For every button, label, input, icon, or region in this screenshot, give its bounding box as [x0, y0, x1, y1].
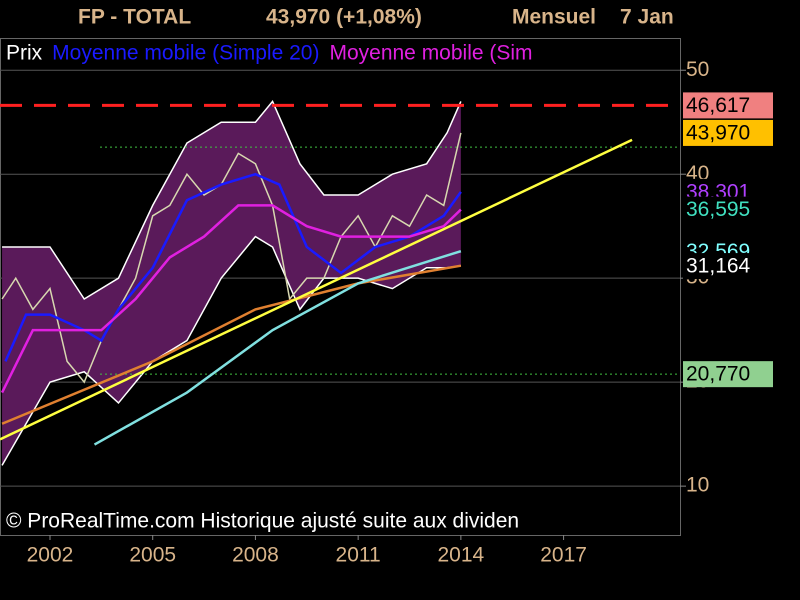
price-badge — [683, 119, 773, 146]
y-tick-label: 10 — [686, 474, 709, 497]
x-tick-label: 2005 — [129, 544, 176, 567]
series-line — [1, 264, 462, 425]
price-badge-label: 46,617 — [686, 94, 750, 117]
price-badge — [683, 253, 773, 280]
title-part: 43,970 (+1,08%) — [266, 6, 422, 29]
price-badge — [683, 92, 773, 119]
series-line — [0, 138, 633, 441]
footer: © ProRealTime.com Historique ajusté suit… — [6, 510, 519, 533]
plot-frame — [0, 38, 681, 536]
x-tick-label: 2002 — [27, 544, 74, 567]
x-tick-label: 2008 — [232, 544, 279, 567]
title-part: 7 Jan — [620, 6, 674, 29]
series-line — [0, 204, 462, 394]
price-badge-label: 31,164 — [686, 255, 751, 278]
price-badge — [683, 361, 773, 388]
title-part: Mensuel — [512, 6, 596, 29]
y-tick-label: 50 — [686, 58, 709, 81]
legend: Prix Moyenne mobile (Simple 20) Moyenne mo… — [6, 42, 533, 65]
legend-entry: Prix — [6, 42, 43, 65]
band-edge — [1, 235, 461, 466]
price-badge-label: 20,770 — [686, 363, 750, 386]
series-line — [1, 132, 462, 384]
legend-entry: Moyenne mobile (Sim — [329, 42, 532, 65]
price-badge — [683, 196, 773, 223]
x-tick-label: 2014 — [438, 544, 485, 567]
price-badge-label: 36,595 — [686, 198, 750, 221]
title-part: FP - TOTAL — [78, 6, 191, 29]
series-line — [93, 249, 462, 446]
band-edge — [2, 100, 462, 300]
x-tick-label: 2017 — [540, 544, 587, 567]
x-tick-label: 2011 — [336, 544, 381, 567]
legend-entry: Moyenne mobile (Simple 20) — [52, 42, 319, 65]
series-line — [4, 172, 462, 362]
price-badge-label: 43,970 — [686, 121, 750, 144]
